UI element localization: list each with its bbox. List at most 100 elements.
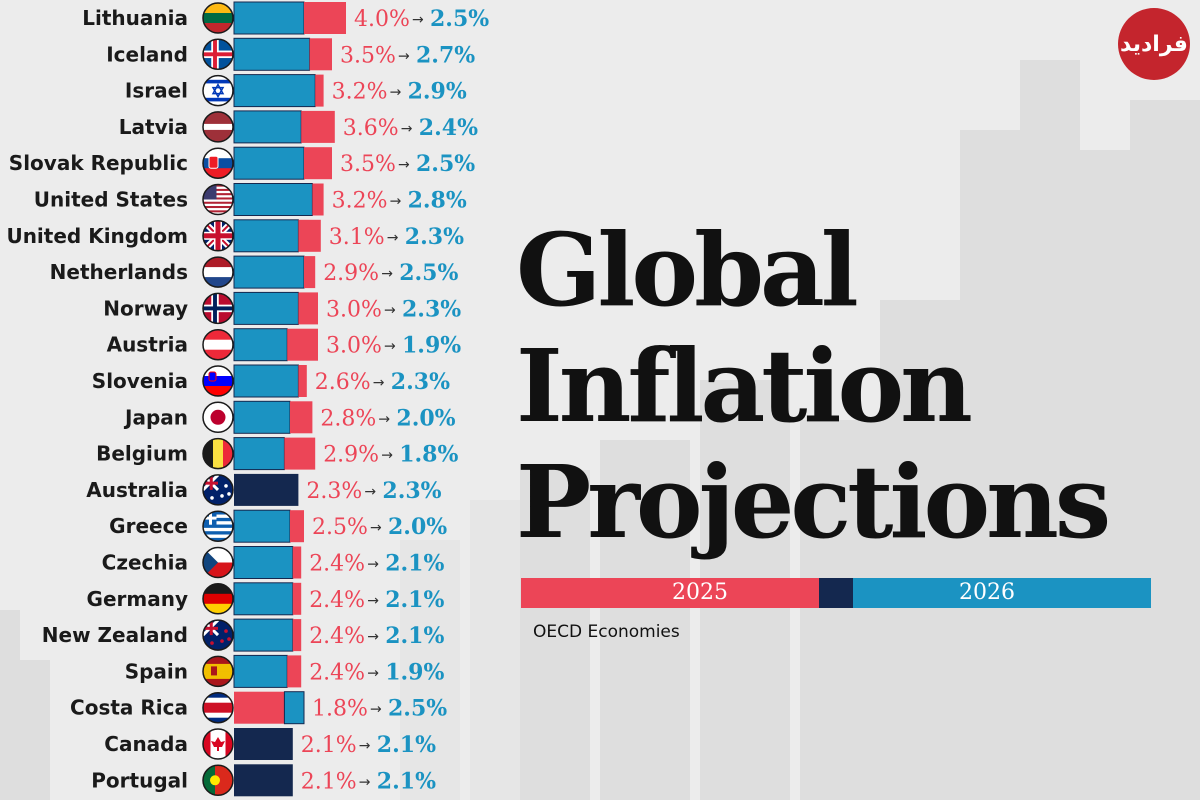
value-2026: 2.1% bbox=[377, 768, 436, 794]
bar-2025 bbox=[287, 655, 302, 688]
arrow-icon: → bbox=[401, 121, 413, 137]
value-2026: 2.3% bbox=[382, 478, 441, 504]
country-label: Greece bbox=[109, 514, 188, 538]
bar-2026 bbox=[233, 37, 311, 71]
spain-flag-icon bbox=[202, 655, 234, 688]
value-2026: 2.5% bbox=[399, 260, 458, 286]
value-2025: 3.0% bbox=[326, 297, 382, 322]
bar-2025 bbox=[290, 401, 313, 434]
chart-subtitle: OECD Economies bbox=[533, 622, 680, 642]
country-label: Slovenia bbox=[92, 369, 188, 393]
legend-equal-swatch bbox=[819, 578, 853, 608]
lithuania-flag-icon bbox=[202, 2, 234, 34]
bar-2026 bbox=[233, 654, 288, 688]
value-2026: 2.0% bbox=[388, 514, 447, 540]
slovenia-flag-icon bbox=[202, 365, 234, 397]
arrow-icon: → bbox=[390, 85, 402, 101]
arrow-icon: → bbox=[381, 448, 393, 464]
value-2025: 3.5% bbox=[340, 43, 396, 68]
bar-2025 bbox=[298, 292, 318, 325]
value-2026: 2.3% bbox=[402, 296, 461, 322]
arrow-icon: → bbox=[359, 774, 371, 790]
value-2026: 2.5% bbox=[388, 696, 447, 722]
bar-2025 bbox=[315, 74, 324, 107]
bar-2026 bbox=[233, 255, 305, 289]
value-2026: 1.9% bbox=[385, 659, 444, 685]
chart-row-costa-rica: Costa Rica 1.8% → 2.5% bbox=[70, 691, 447, 725]
bar-2025 bbox=[304, 2, 346, 34]
bar-2025 bbox=[298, 219, 321, 252]
netherlands-flag-icon bbox=[202, 256, 234, 288]
israel-flag-icon bbox=[202, 74, 234, 107]
usa-flag-icon bbox=[202, 183, 234, 216]
country-label: Japan bbox=[123, 405, 188, 429]
arrow-icon: → bbox=[390, 194, 402, 210]
germany-flag-icon bbox=[202, 583, 234, 615]
value-2025: 3.2% bbox=[332, 189, 388, 214]
value-2025: 3.1% bbox=[329, 225, 385, 250]
bar-2026 bbox=[233, 364, 299, 398]
arrow-icon: → bbox=[359, 738, 371, 754]
chart-row-australia: Australia 2.3% → 2.3% bbox=[86, 473, 442, 506]
japan-flag-icon bbox=[202, 401, 234, 434]
norway-flag-icon bbox=[202, 292, 234, 325]
bar-2026 bbox=[283, 691, 305, 725]
chart-row-latvia: Latvia 3.6% → 2.4% bbox=[119, 110, 478, 144]
value-2025: 2.4% bbox=[309, 624, 365, 649]
country-label: Czechia bbox=[102, 551, 188, 575]
value-2026: 2.8% bbox=[408, 188, 467, 214]
portugal-flag-icon bbox=[202, 764, 234, 797]
chart-row-czechia: Czechia 2.4% → 2.1% bbox=[102, 546, 444, 579]
bar-2025 bbox=[292, 546, 302, 579]
australia-flag-icon bbox=[202, 474, 234, 506]
value-2025: 2.4% bbox=[309, 552, 365, 577]
value-2025: 3.0% bbox=[326, 334, 382, 359]
arrow-icon: → bbox=[387, 230, 399, 246]
country-label: Lithuania bbox=[82, 6, 188, 30]
value-2026: 1.8% bbox=[399, 442, 458, 468]
year-legend: 2025 2026 bbox=[521, 578, 1151, 608]
country-label: Iceland bbox=[106, 42, 188, 66]
value-2025: 2.4% bbox=[309, 588, 365, 613]
value-2025: 2.5% bbox=[312, 515, 368, 540]
value-2026: 2.1% bbox=[377, 732, 436, 758]
bar-2025 bbox=[304, 147, 332, 180]
austria-flag-icon bbox=[202, 328, 234, 361]
bar-2026 bbox=[233, 437, 285, 471]
chart-row-slovak-republic: Slovak Republic 3.5% → 2.5% bbox=[9, 146, 475, 180]
chart-row-united-kingdom: United Kingdom 3.1% → 2.3% bbox=[6, 219, 464, 253]
chart-row-belgium: Belgium 2.9% → 1.8% bbox=[96, 437, 458, 471]
country-label: Austria bbox=[107, 333, 188, 357]
title-line-3: Projections bbox=[516, 443, 1111, 561]
arrow-icon: → bbox=[378, 411, 390, 427]
country-label: New Zealand bbox=[42, 623, 188, 647]
legend-2025: 2025 bbox=[521, 578, 819, 608]
arrow-icon: → bbox=[398, 48, 410, 64]
value-2026: 2.1% bbox=[385, 623, 444, 649]
title-line-2: Inflation bbox=[516, 327, 973, 445]
value-2025: 2.9% bbox=[323, 261, 379, 286]
costa-rica-flag-icon bbox=[202, 691, 234, 724]
country-label: Portugal bbox=[91, 768, 188, 792]
country-label: Canada bbox=[104, 732, 188, 756]
country-label: United Kingdom bbox=[6, 224, 188, 248]
bar-2026 bbox=[233, 546, 294, 579]
arrow-icon: → bbox=[367, 665, 379, 681]
value-2026: 1.9% bbox=[402, 333, 461, 359]
bar-2025 bbox=[290, 510, 304, 543]
value-2026: 2.4% bbox=[419, 115, 478, 141]
value-2026: 2.0% bbox=[396, 405, 455, 431]
value-2026: 2.5% bbox=[430, 6, 489, 32]
bar-2025 bbox=[304, 256, 316, 289]
value-2026: 2.3% bbox=[391, 369, 450, 395]
arrow-icon: → bbox=[367, 593, 379, 609]
value-2025: 3.5% bbox=[340, 152, 396, 177]
chart-row-germany: Germany 2.4% → 2.1% bbox=[87, 582, 444, 616]
country-label: Netherlands bbox=[50, 260, 188, 284]
title-line-1: Global bbox=[516, 211, 859, 329]
value-2025: 4.0% bbox=[354, 7, 410, 32]
country-label: Israel bbox=[125, 79, 188, 103]
arrow-icon: → bbox=[398, 157, 410, 173]
czechia-flag-icon bbox=[202, 546, 234, 579]
